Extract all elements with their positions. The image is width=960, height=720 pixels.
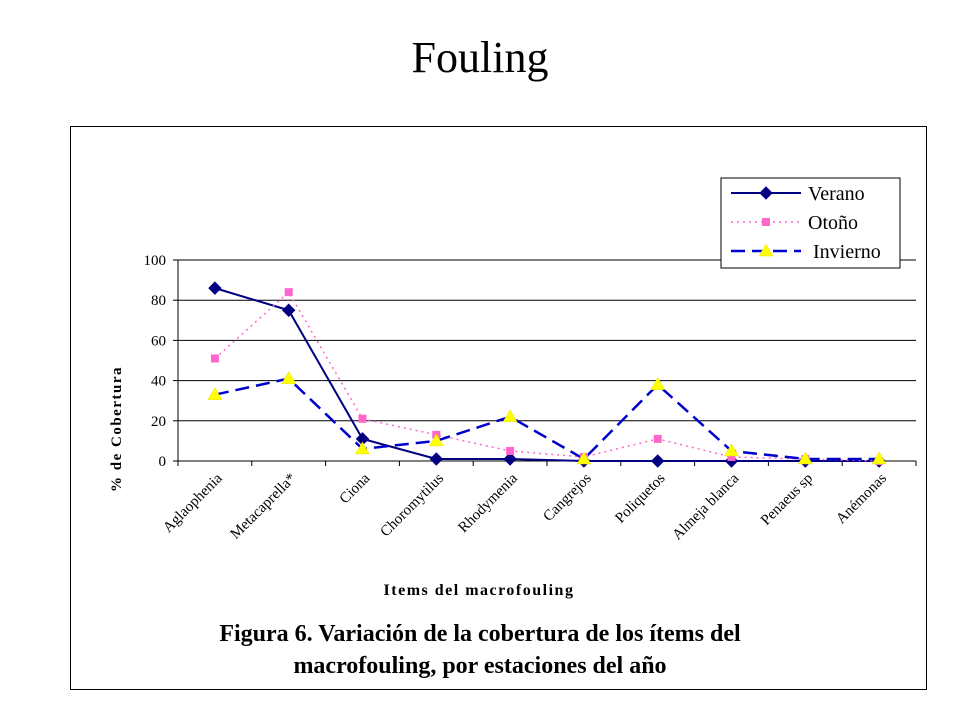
- slide-title: Fouling: [411, 33, 549, 82]
- x-tick-label: Penaeus sp: [758, 471, 816, 529]
- legend-marker: [762, 218, 770, 226]
- data-point-otoño: [358, 414, 367, 423]
- data-point-otoño: [506, 446, 515, 455]
- data-point-invierno: [650, 377, 666, 390]
- data-point-otoño: [653, 434, 662, 443]
- y-tick-label: 0: [159, 454, 167, 470]
- legend-marker: [759, 186, 773, 200]
- x-tick-label: Poliquetos: [612, 470, 668, 526]
- data-point-invierno: [576, 451, 592, 465]
- legend-label: Otoño: [808, 212, 858, 234]
- legend-label: Invierno: [813, 241, 881, 263]
- legend: Verano Otoño Invierno: [720, 177, 901, 269]
- data-point-otoño: [210, 354, 219, 363]
- data-point-invierno: [281, 371, 297, 384]
- y-tick-label: 20: [151, 414, 166, 430]
- data-point-invierno: [355, 441, 370, 455]
- data-point-invierno: [797, 451, 813, 465]
- series-line-invierno: [214, 377, 880, 461]
- figure-caption: Figura 6. Variación de la cobertura de l…: [130, 618, 830, 682]
- x-tick-label: Choromytilus: [377, 470, 447, 540]
- y-tick-labels: 0 20 40 60 80 100: [144, 253, 167, 470]
- data-point-verano: [429, 452, 444, 466]
- data-point-invierno: [871, 451, 887, 465]
- data-point-otoño: [727, 452, 736, 461]
- series-line-verano: [214, 287, 880, 462]
- y-tick-label: 80: [151, 293, 166, 309]
- data-point-verano: [281, 303, 296, 317]
- series-lines: [214, 287, 880, 462]
- x-tick-label: Ciona: [337, 470, 374, 507]
- x-tick-label: Aglaophenia: [160, 470, 226, 536]
- data-point-verano: [208, 281, 222, 295]
- x-tick-label: Cangrejos: [540, 470, 594, 524]
- series-markers: [207, 281, 887, 468]
- data-point-invierno: [502, 409, 518, 423]
- x-axis-label: Items del macrofouling: [384, 582, 575, 599]
- line-chart: 0 20 40 60 80 100 Aglaophenia Metacaprella* Cio…: [109, 177, 917, 599]
- caption-line-2: macrofouling, por estaciones del año: [293, 653, 667, 679]
- y-tick-label: 60: [151, 333, 166, 349]
- y-tick-label: 40: [151, 374, 166, 390]
- data-point-verano: [650, 454, 665, 468]
- y-tick-label: 100: [144, 253, 167, 269]
- legend-marker: [758, 243, 774, 257]
- x-tick-label: Anémonas: [833, 470, 890, 527]
- y-axis-label: % de Cobertura: [109, 366, 125, 492]
- chart-frame: 0 20 40 60 80 100 Aglaophenia Metacaprella* Cio…: [70, 126, 927, 690]
- x-tick-labels: Aglaophenia Metacaprella* Ciona Choromytilu…: [160, 470, 890, 543]
- data-point-invierno: [724, 443, 739, 457]
- data-point-invierno: [207, 387, 223, 400]
- caption-line-1: Figura 6. Variación de la cobertura de l…: [219, 621, 741, 647]
- legend-label: Verano: [808, 183, 865, 205]
- data-point-otoño: [284, 288, 293, 297]
- series-line-otoño: [214, 290, 880, 462]
- gridlines: [178, 259, 916, 422]
- data-point-verano: [503, 452, 517, 466]
- x-tick-label: Almeja blanca: [669, 470, 742, 543]
- data-point-invierno: [428, 433, 444, 447]
- x-tick-label: Rhodymenia: [455, 470, 521, 536]
- x-tick-label: Metacaprella*: [228, 471, 300, 543]
